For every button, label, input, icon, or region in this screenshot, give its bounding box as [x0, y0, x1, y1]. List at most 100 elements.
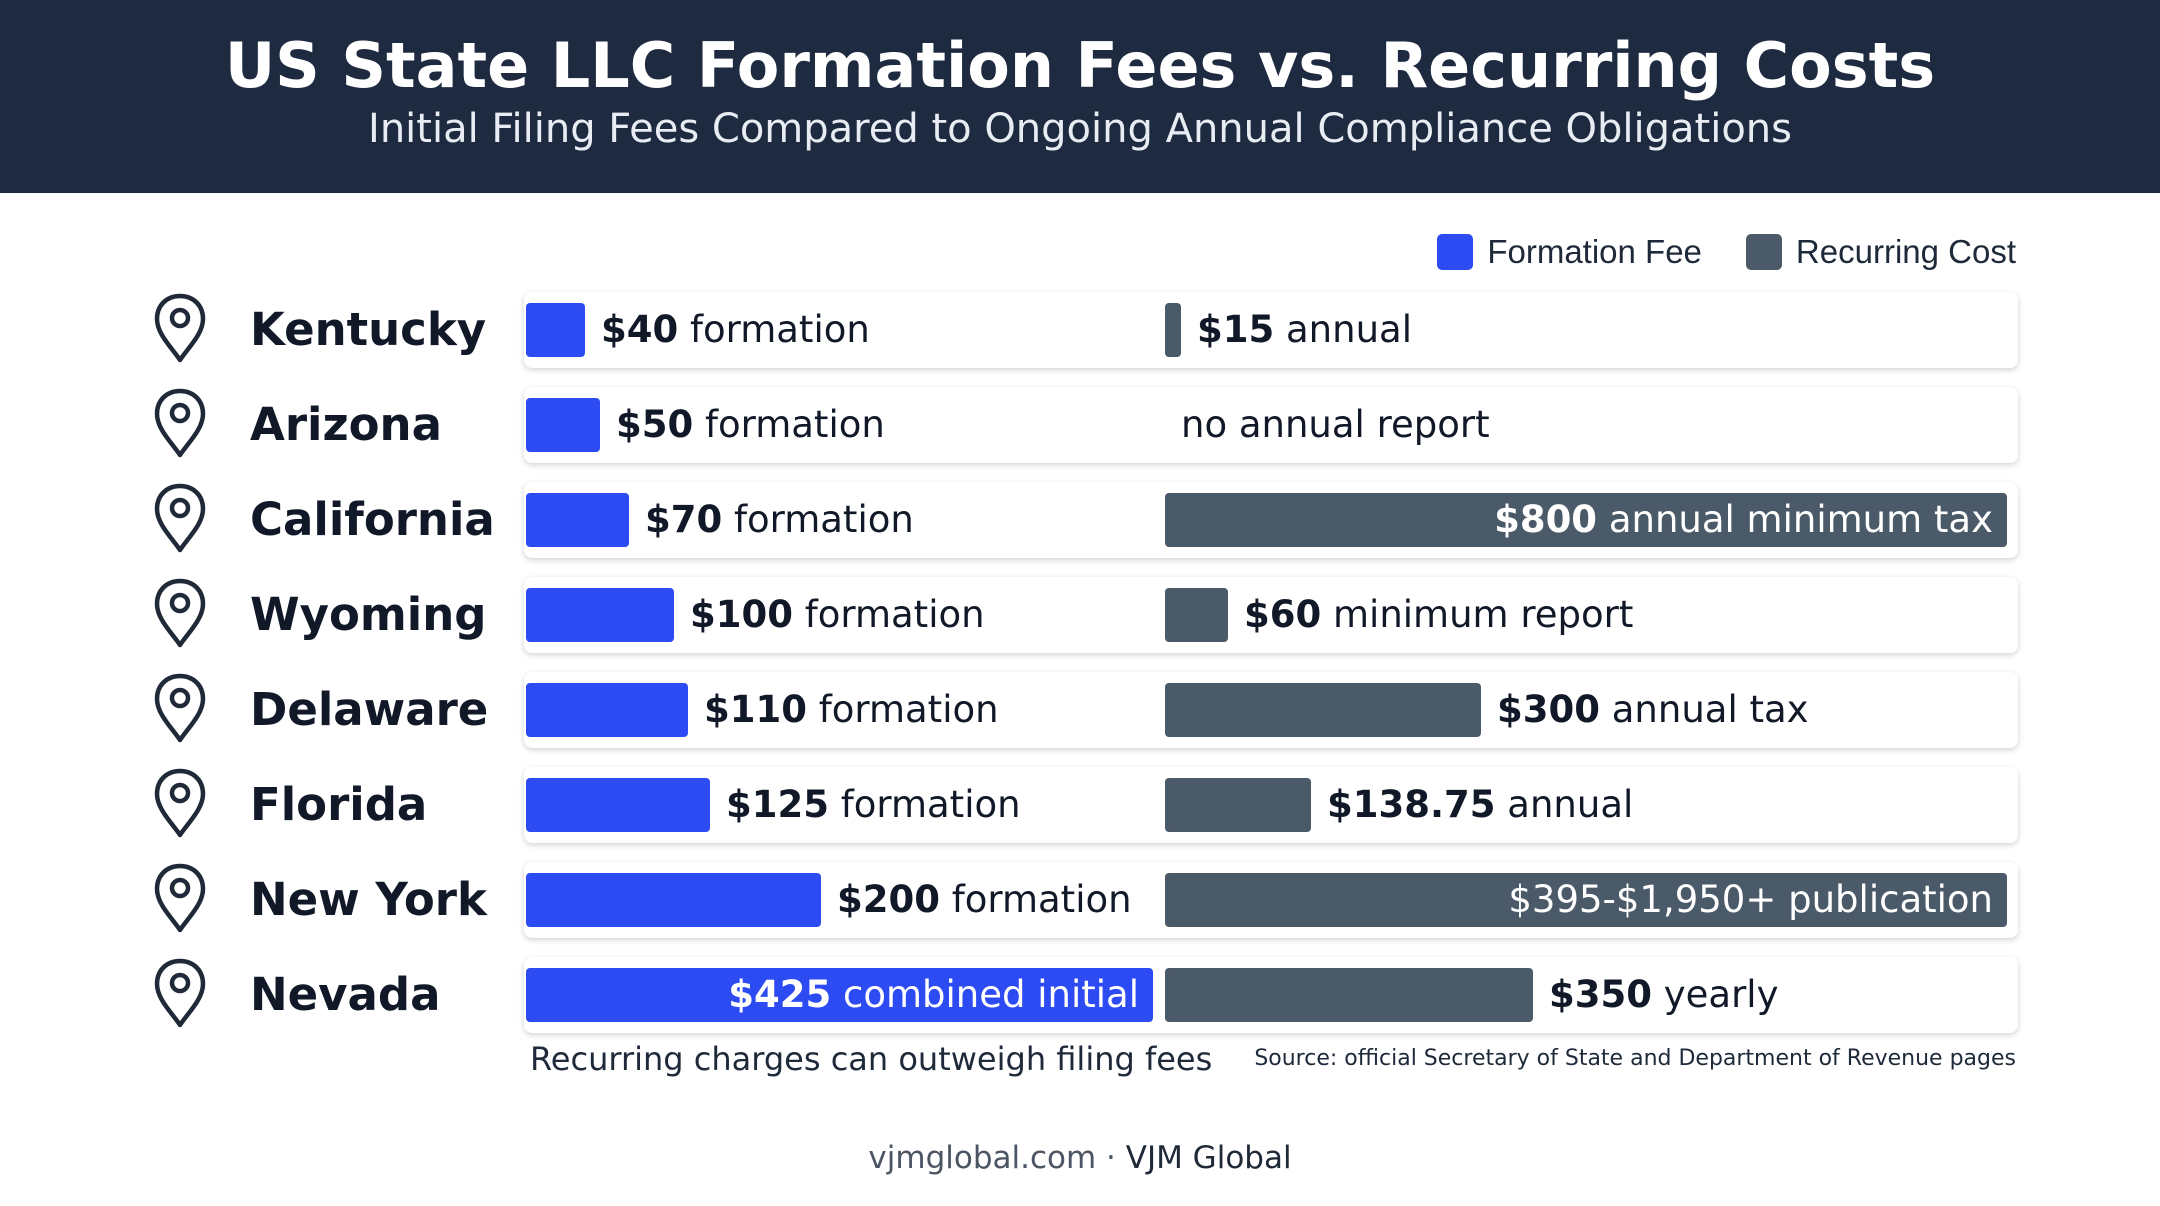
bar-track: $110 formation $300 annual tax	[524, 672, 2018, 748]
recurring-label: $300 annual tax	[1497, 683, 1809, 737]
formation-amount: $200	[837, 878, 940, 921]
formation-label: $70 formation	[645, 493, 914, 547]
formation-amount: $425	[728, 973, 832, 1016]
formation-amount: $70	[645, 498, 723, 541]
map-pin-icon	[154, 483, 206, 553]
source-note: Source: official Secretary of State and …	[1254, 1046, 2016, 1071]
recurring-label: no annual report	[1181, 398, 1490, 452]
recurring-bar	[1165, 683, 1481, 737]
formation-amount: $100	[690, 593, 793, 636]
formation-bar	[526, 683, 688, 737]
map-pin-icon	[154, 863, 206, 933]
state-row: Delaware $110 formation $300 annual tax	[0, 672, 2160, 748]
header-banner: US State LLC Formation Fees vs. Recurrin…	[0, 0, 2160, 193]
state-name: Kentucky	[250, 303, 487, 356]
chart-note: Recurring charges can outweigh filing fe…	[530, 1040, 1213, 1078]
formation-text: formation	[939, 878, 1132, 921]
state-name: California	[250, 493, 495, 546]
recurring-label: $60 minimum report	[1244, 588, 1633, 642]
state-name: Nevada	[250, 968, 441, 1021]
formation-amount: $110	[704, 688, 807, 731]
recurring-label: $800 annual minimum tax	[1165, 493, 1993, 547]
recurring-bar	[1165, 588, 1228, 642]
map-pin-icon	[154, 578, 206, 648]
chart-title: US State LLC Formation Fees vs. Recurrin…	[224, 29, 1936, 102]
formation-amount: $125	[726, 783, 829, 826]
recurring-text: annual	[1274, 308, 1412, 351]
formation-label: $200 formation	[837, 873, 1132, 927]
footer-separator: ·	[1096, 1140, 1126, 1176]
recurring-bar	[1165, 873, 2007, 927]
recurring-text: minimum report	[1321, 593, 1634, 636]
legend-item-recurring: Recurring Cost	[1745, 233, 2016, 271]
recurring-text: annual tax	[1599, 688, 1809, 731]
recurring-amount: $15	[1197, 308, 1275, 351]
state-name: Wyoming	[250, 588, 487, 641]
footer: vjmglobal.com · VJM Global	[0, 1140, 2160, 1176]
state-name: Delaware	[250, 683, 489, 736]
formation-bar	[526, 303, 585, 357]
formation-bar	[526, 873, 821, 927]
bar-track: $100 formation $60 minimum report	[524, 577, 2018, 653]
formation-label: $110 formation	[704, 683, 999, 737]
formation-bar	[526, 588, 674, 642]
formation-bar	[526, 778, 710, 832]
bar-track: $40 formation $15 annual	[524, 292, 2018, 368]
recurring-text: $395-$1,950+ publication	[1508, 878, 1993, 921]
state-row: Kentucky $40 formation $15 annual	[0, 292, 2160, 368]
recurring-text: yearly	[1651, 973, 1779, 1016]
recurring-bar	[1165, 968, 1533, 1022]
bar-track: $70 formation $800 annual minimum tax	[524, 482, 2018, 558]
recurring-amount: $138.75	[1327, 783, 1496, 826]
bar-track: $200 formation $395-$1,950+ publication	[524, 862, 2018, 938]
formation-amount: $50	[616, 403, 694, 446]
formation-bar	[526, 968, 1153, 1022]
legend-label-recurring: Recurring Cost	[1795, 233, 2016, 270]
recurring-amount: $60	[1244, 593, 1322, 636]
legend-label-formation: Formation Fee	[1487, 233, 1702, 270]
formation-text: formation	[722, 498, 914, 541]
formation-text: formation	[792, 593, 985, 636]
formation-text: combined initial	[831, 973, 1139, 1016]
state-row: Arizona $50 formation no annual report	[0, 387, 2160, 463]
bar-track: $125 formation $138.75 annual	[524, 767, 2018, 843]
map-pin-icon	[154, 293, 206, 363]
map-pin-icon	[154, 673, 206, 743]
state-name: Florida	[250, 778, 428, 831]
formation-bar	[526, 493, 629, 547]
map-pin-icon	[154, 958, 206, 1028]
recurring-label: $138.75 annual	[1327, 778, 1633, 832]
legend-swatch-recurring	[1745, 234, 1782, 270]
state-row: Florida $125 formation $138.75 annual	[0, 767, 2160, 843]
recurring-label: $15 annual	[1197, 303, 1412, 357]
formation-text: formation	[806, 688, 999, 731]
legend: Formation Fee Recurring Cost	[1437, 232, 2016, 272]
recurring-bar	[1165, 778, 1311, 832]
state-row: Nevada $425 combined initial $350 yearly	[0, 957, 2160, 1033]
formation-label: $50 formation	[616, 398, 885, 452]
formation-label: $100 formation	[690, 588, 985, 642]
recurring-text: annual	[1495, 783, 1634, 826]
chart-subtitle: Initial Filing Fees Compared to Ongoing …	[368, 106, 1792, 152]
legend-swatch-formation	[1437, 234, 1474, 270]
formation-text: formation	[828, 783, 1021, 826]
state-name: New York	[250, 873, 487, 926]
state-row: Wyoming $100 formation $60 minimum report	[0, 577, 2160, 653]
formation-text: formation	[693, 403, 885, 446]
formation-label: $425 combined initial	[526, 968, 1139, 1022]
recurring-bar	[1165, 493, 2007, 547]
recurring-amount: $350	[1549, 973, 1652, 1016]
legend-item-formation: Formation Fee	[1437, 233, 1702, 271]
formation-amount: $40	[601, 308, 679, 351]
recurring-text: no annual report	[1181, 403, 1490, 446]
footer-brand: VJM Global	[1125, 1140, 1292, 1176]
map-pin-icon	[154, 768, 206, 838]
state-row: New York $200 formation $395-$1,950+ publi…	[0, 862, 2160, 938]
recurring-bar	[1165, 303, 1181, 357]
recurring-label: $350 yearly	[1549, 968, 1778, 1022]
footer-site-link[interactable]: vjmglobal.com	[868, 1140, 1097, 1176]
formation-text: formation	[678, 308, 870, 351]
recurring-amount: $300	[1497, 688, 1600, 731]
state-row: California $70 formation $800 annual minim…	[0, 482, 2160, 558]
recurring-label: $395-$1,950+ publication	[1165, 873, 1993, 927]
